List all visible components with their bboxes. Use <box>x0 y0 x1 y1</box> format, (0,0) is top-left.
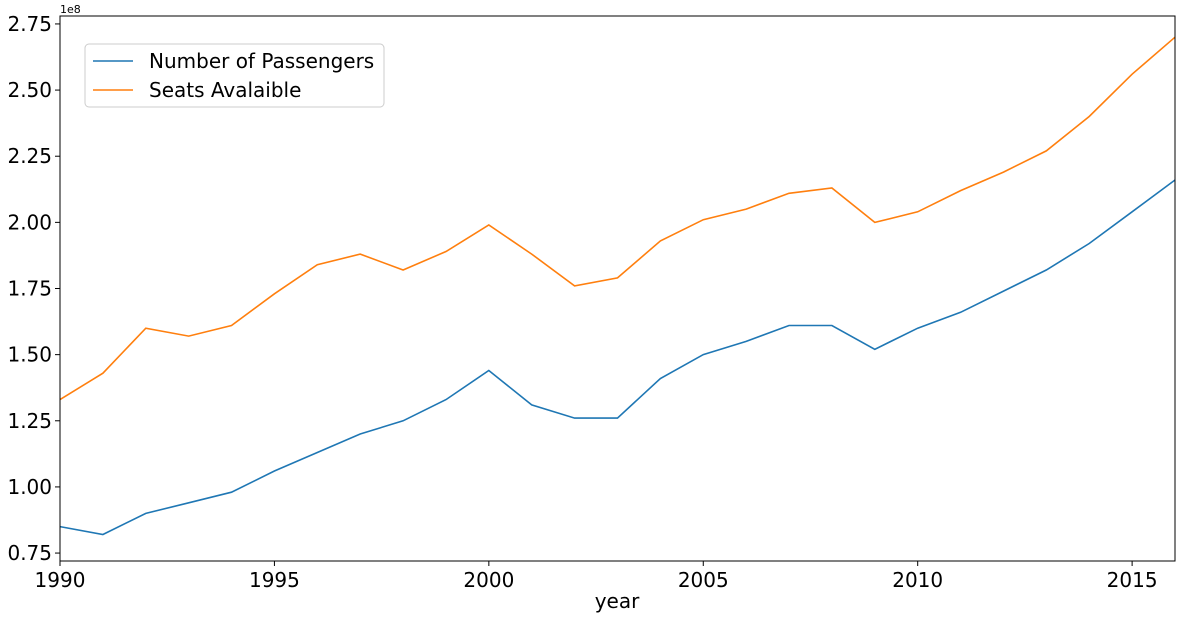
x-tick-label-0: 1990 <box>35 568 86 592</box>
x-tick-label-1: 1995 <box>249 568 300 592</box>
y-tick-label-7: 2.50 <box>7 78 52 102</box>
series-line-1 <box>59 36 1176 401</box>
y-tick-label-5: 2.00 <box>7 210 52 234</box>
x-tick-label-2: 2000 <box>463 568 514 592</box>
series-layer <box>59 36 1176 536</box>
y-tick-label-8: 2.75 <box>7 12 52 36</box>
legend-entry-0: Number of Passengers <box>149 49 374 73</box>
y-offset-label: 1e8 <box>60 3 81 16</box>
series-line-0 <box>59 179 1176 536</box>
y-tick-label-3: 1.50 <box>7 343 52 367</box>
x-tick-label-4: 2010 <box>892 568 943 592</box>
y-tick-label-6: 2.25 <box>7 144 52 168</box>
x-tick-label-5: 2015 <box>1107 568 1158 592</box>
y-tick-label-0: 0.75 <box>7 541 52 565</box>
legend: Number of Passengers Seats Avalaible <box>84 43 385 108</box>
y-tick-label-4: 1.75 <box>7 277 52 301</box>
legend-box <box>84 43 385 108</box>
x-tick-label-3: 2005 <box>678 568 729 592</box>
y-tick-label-1: 1.00 <box>7 475 52 499</box>
x-axis: 1990 1995 2000 2005 2010 2015 <box>35 561 1158 592</box>
y-tick-label-2: 1.25 <box>7 409 52 433</box>
y-axis: 0.75 1.00 1.25 1.50 1.75 2.00 2.25 2.50 2.75 <box>7 12 60 565</box>
legend-entry-1: Seats Avalaible <box>149 78 301 102</box>
x-axis-label: year <box>595 589 640 613</box>
